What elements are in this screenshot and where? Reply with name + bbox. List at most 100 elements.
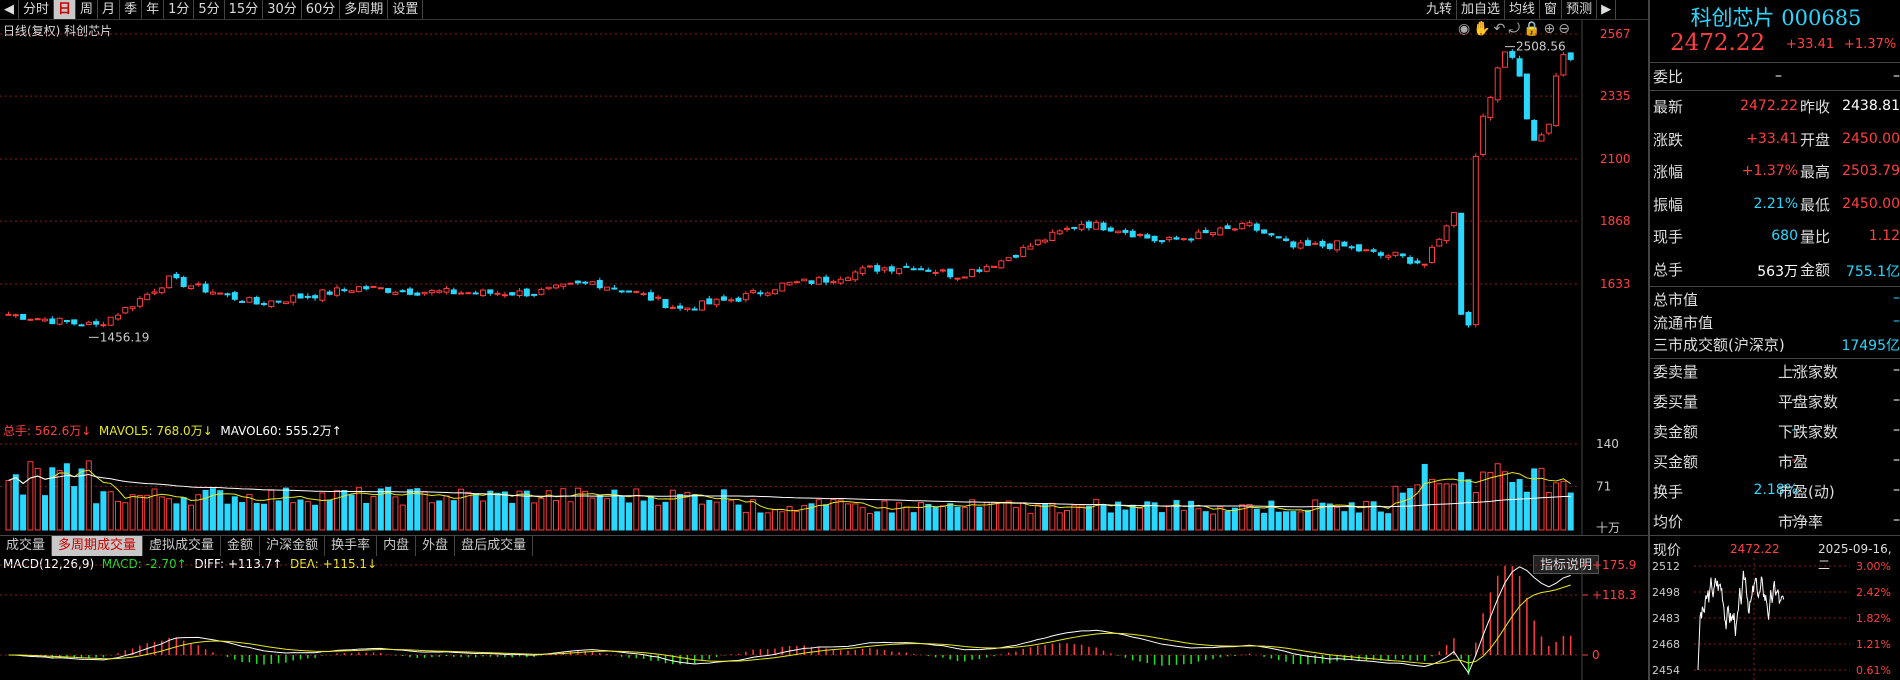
candle-body [866, 265, 873, 268]
right-tool-1[interactable]: 加自选 [1457, 0, 1506, 19]
candle-body [49, 318, 56, 325]
macd-chart[interactable]: +175.9 +118.3 0 [0, 555, 1648, 680]
period-tab-1[interactable]: 日 [54, 0, 77, 19]
candle [647, 289, 654, 302]
candle-body [874, 265, 881, 272]
macd-name: MACD(12,26,9) [3, 557, 95, 571]
volume-bar [918, 502, 924, 531]
period-tab-12[interactable]: 设置 [388, 0, 424, 19]
candle [63, 319, 70, 324]
period-tab-11[interactable]: 多周期 [340, 0, 389, 19]
period-tab-7[interactable]: 5分 [194, 0, 225, 19]
volume-bar [231, 496, 238, 531]
weibi-label: 委比 [1653, 68, 1684, 86]
candle [567, 282, 574, 285]
intraday-mini-chart[interactable]: 2512 3.00% 2498 2.42% 2483 1.82% 2468 1.21% 2454… [1650, 558, 1900, 680]
stat-value-1: – [1791, 392, 1798, 408]
volume-bar [1290, 511, 1297, 531]
candle-body [903, 265, 910, 268]
quote-panel: 科创芯片 000685 2472.22 +33.41 +1.37% 委比 – –… [1648, 0, 1900, 680]
period-tab-8[interactable]: 15分 [225, 0, 264, 19]
quote-label2-0: 昨收 [1800, 98, 1831, 116]
volume-tab-6[interactable]: 内盘 [377, 536, 417, 556]
chart-tool-icons[interactable]: ◉✋↶⤾🔒⊕⊖ [1458, 21, 1573, 37]
stat-value2-1: – [1893, 392, 1900, 408]
period-tab-2[interactable]: 周 [76, 0, 99, 19]
volume-bar [100, 491, 107, 531]
volume-tab-2[interactable]: 虚拟成交量 [143, 536, 222, 556]
candle [385, 288, 392, 294]
volume-bar [1509, 481, 1516, 531]
candle [954, 277, 961, 282]
right-tool-3[interactable]: 窗 [1540, 0, 1563, 19]
volume-bar [290, 502, 297, 531]
right-tool-4[interactable]: 预测 [1562, 0, 1598, 19]
candle-body [662, 299, 669, 308]
volume-bar [553, 499, 559, 531]
candle-body [501, 294, 508, 297]
quote-label2-3: 最低 [1800, 195, 1831, 214]
candle-body [1093, 221, 1100, 230]
candle-body [1480, 115, 1487, 155]
period-tab-4[interactable]: 季 [120, 0, 143, 19]
candle [188, 285, 194, 290]
candle [1436, 237, 1443, 247]
right-tool-0[interactable]: 九转 [1422, 0, 1458, 19]
prev-arrow-icon[interactable]: ◀ [0, 0, 19, 19]
volume-chart[interactable]: 71 140 十万 [0, 420, 1648, 535]
volume-tab-5[interactable]: 换手率 [325, 536, 378, 556]
volume-bar [1531, 468, 1538, 531]
period-tab-9[interactable]: 30分 [263, 0, 302, 19]
period-tab-3[interactable]: 月 [98, 0, 121, 19]
candle [640, 291, 647, 296]
stat-label-5: 均价 [1653, 513, 1684, 531]
candle [757, 290, 764, 297]
candle [275, 300, 282, 304]
right-tool-2[interactable]: 均线 [1505, 0, 1541, 19]
volume-bar [1334, 506, 1341, 531]
volume-tab-8[interactable]: 盘后成交量 [455, 536, 534, 556]
volume-bar [1443, 483, 1450, 531]
volume-bar [640, 500, 647, 531]
candle-body [1100, 222, 1107, 231]
volume-tab-1[interactable]: 多周期成交量 [52, 536, 144, 556]
candle [779, 282, 786, 292]
candle-body [458, 292, 465, 295]
mini-right-tick: 0.61% [1856, 664, 1891, 677]
period-tab-5[interactable]: 年 [142, 0, 165, 19]
candle [516, 287, 523, 298]
right-toolbar-items: 九转 加自选 均线窗预测 [1422, 0, 1598, 20]
volume-bar [1253, 508, 1260, 531]
candle-body [538, 288, 545, 295]
volume-bar [1115, 501, 1122, 531]
candle [677, 302, 684, 312]
period-tab-10[interactable]: 60分 [302, 0, 341, 19]
volume-tab-3[interactable]: 金额 [221, 536, 261, 556]
candle [1034, 239, 1041, 246]
volume-tab-4[interactable]: 沪深金额 [260, 536, 326, 556]
volume-bar [268, 489, 275, 531]
period-tab-0[interactable]: 分时 [19, 0, 55, 19]
volume-tab-0[interactable]: 成交量 [0, 536, 53, 556]
candle [1042, 238, 1049, 244]
candle [1217, 226, 1224, 236]
volume-bar [852, 503, 859, 531]
volume-bar [188, 504, 194, 531]
candle-body [319, 289, 326, 301]
mini-left-tick: 2512 [1652, 560, 1680, 573]
stat-label-0: 委卖量 [1653, 363, 1699, 381]
candle [764, 291, 771, 297]
next-arrow-icon[interactable]: ▶ [1597, 0, 1617, 19]
volume-bar [947, 503, 954, 531]
volume-bar [1392, 485, 1399, 531]
volume-bar [1377, 511, 1384, 531]
volume-tab-7[interactable]: 外盘 [416, 536, 456, 556]
candle [669, 304, 676, 310]
candle [180, 275, 187, 288]
volume-bar [407, 489, 413, 531]
candle-body [297, 293, 304, 299]
price-chart[interactable]: 1633 1868 2100 2335 2567 2508.56 1456.19 [0, 20, 1648, 420]
period-tab-6[interactable]: 1分 [164, 0, 195, 19]
candle-body [341, 289, 348, 292]
candle-body [1567, 52, 1574, 60]
